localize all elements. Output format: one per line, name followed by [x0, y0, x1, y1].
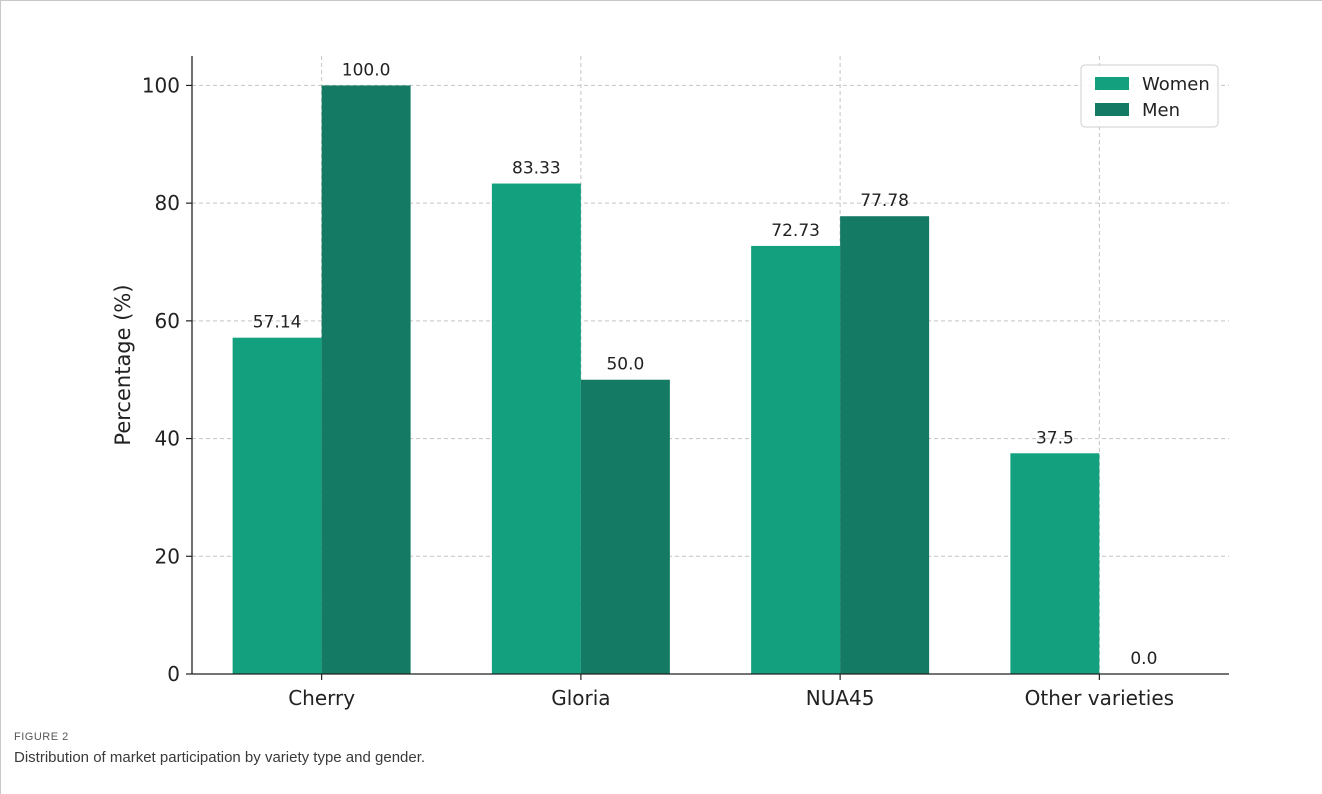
- value-label: 100.0: [342, 60, 391, 80]
- bar-women: [751, 245, 841, 674]
- figure-label: FIGURE 2: [14, 731, 69, 743]
- axes: 0 20 40 60 80 100 Cherry Gloria NUA45 Other varie…: [142, 56, 1229, 710]
- y-tick-label: 0: [167, 662, 180, 686]
- figure-caption: Distribution of market participation by …: [14, 749, 426, 766]
- value-label: 37.5: [1036, 428, 1074, 448]
- legend-label-men: Men: [1142, 100, 1180, 121]
- bars: [232, 85, 1100, 674]
- value-label: 83.33: [512, 159, 561, 179]
- value-label: 0.0: [1130, 649, 1157, 669]
- legend-swatch-men: [1095, 103, 1129, 116]
- value-label: 77.78: [860, 191, 909, 211]
- legend-swatch-women: [1095, 77, 1129, 90]
- bar-men: [321, 85, 411, 674]
- bar-chart: 0 20 40 60 80 100 Cherry Gloria NUA45 Other varie…: [111, 56, 1229, 710]
- value-label: 57.14: [253, 313, 302, 333]
- y-tick-label: 40: [155, 427, 180, 451]
- bar-women: [1010, 453, 1100, 674]
- y-axis-label: Percentage (%): [111, 284, 135, 445]
- value-label: 50.0: [606, 355, 644, 375]
- y-tick-label: 80: [155, 191, 180, 215]
- y-tick-label: 100: [142, 73, 180, 97]
- x-tick-label: Other varieties: [1025, 686, 1174, 710]
- legend: Women Men: [1080, 64, 1219, 128]
- value-label: 72.73: [771, 221, 820, 241]
- bar-men: [580, 379, 670, 674]
- bar-women: [232, 337, 322, 674]
- y-tick-label: 20: [155, 544, 180, 568]
- bar-men: [840, 216, 930, 674]
- bar-women: [491, 183, 581, 674]
- legend-label-women: Women: [1142, 74, 1210, 95]
- value-labels: 57.14 83.33 72.73 37.5 100.0 50.0 77.78 0.0: [253, 60, 1158, 669]
- x-tick-label: Cherry: [288, 686, 355, 710]
- x-tick-label: NUA45: [806, 686, 875, 710]
- x-tick-label: Gloria: [551, 686, 610, 710]
- y-tick-label: 60: [155, 309, 180, 333]
